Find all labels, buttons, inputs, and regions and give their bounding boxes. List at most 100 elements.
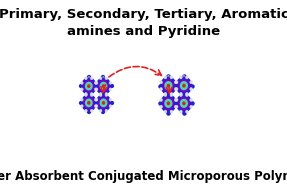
Circle shape [94, 81, 97, 84]
Circle shape [102, 102, 104, 104]
Circle shape [88, 98, 90, 101]
Circle shape [81, 88, 83, 91]
Circle shape [177, 95, 191, 112]
Circle shape [102, 88, 104, 91]
Circle shape [88, 88, 90, 91]
Circle shape [98, 81, 108, 92]
Circle shape [183, 99, 185, 101]
Circle shape [88, 85, 90, 87]
Circle shape [97, 102, 99, 104]
Circle shape [102, 95, 104, 97]
Circle shape [163, 97, 174, 109]
Circle shape [167, 95, 170, 98]
Circle shape [109, 81, 112, 84]
Circle shape [174, 102, 176, 105]
Circle shape [95, 98, 98, 101]
Circle shape [109, 98, 112, 101]
Circle shape [179, 94, 182, 97]
Circle shape [177, 84, 179, 87]
Circle shape [88, 95, 90, 97]
Circle shape [105, 109, 108, 112]
Circle shape [174, 105, 177, 108]
Circle shape [85, 92, 87, 95]
Circle shape [185, 94, 188, 97]
Circle shape [84, 97, 94, 108]
Circle shape [175, 81, 178, 84]
Circle shape [181, 82, 187, 90]
Circle shape [102, 92, 104, 94]
Circle shape [177, 77, 191, 94]
Circle shape [160, 98, 162, 101]
Circle shape [167, 99, 170, 101]
Circle shape [85, 94, 87, 97]
Circle shape [99, 109, 102, 112]
Circle shape [109, 105, 112, 108]
Circle shape [174, 88, 177, 91]
Circle shape [167, 77, 170, 79]
Circle shape [102, 98, 104, 101]
Circle shape [165, 99, 172, 107]
Circle shape [98, 97, 108, 108]
Circle shape [100, 99, 107, 107]
Circle shape [161, 95, 176, 112]
Circle shape [164, 94, 167, 97]
Circle shape [100, 85, 102, 87]
Circle shape [183, 102, 185, 105]
Circle shape [185, 92, 188, 95]
Circle shape [160, 81, 162, 84]
Circle shape [99, 94, 102, 97]
Circle shape [90, 92, 93, 95]
Circle shape [170, 102, 172, 105]
Circle shape [190, 88, 193, 91]
Circle shape [90, 94, 93, 97]
Circle shape [164, 76, 167, 79]
Circle shape [99, 92, 102, 95]
Circle shape [90, 77, 93, 80]
Circle shape [167, 76, 170, 78]
Circle shape [105, 94, 108, 97]
Circle shape [183, 91, 185, 94]
Circle shape [91, 102, 93, 104]
Circle shape [88, 92, 90, 94]
Circle shape [175, 105, 178, 108]
Circle shape [102, 77, 104, 79]
Circle shape [102, 85, 104, 87]
Circle shape [170, 94, 173, 97]
Circle shape [163, 80, 174, 92]
Circle shape [95, 81, 98, 84]
Circle shape [94, 105, 97, 108]
Circle shape [90, 109, 93, 112]
Circle shape [179, 80, 189, 92]
Circle shape [100, 82, 107, 90]
Circle shape [190, 105, 193, 108]
Circle shape [170, 110, 173, 113]
Circle shape [88, 78, 90, 80]
Circle shape [99, 77, 102, 80]
Circle shape [81, 98, 83, 101]
Circle shape [170, 76, 173, 79]
Circle shape [85, 77, 87, 80]
Circle shape [160, 105, 162, 108]
Circle shape [109, 88, 112, 91]
Text: Primary, Secondary, Tertiary, Aromatic: Primary, Secondary, Tertiary, Aromatic [0, 8, 287, 21]
Circle shape [183, 77, 185, 79]
Circle shape [190, 98, 193, 101]
Circle shape [180, 84, 182, 87]
Circle shape [175, 88, 178, 91]
Circle shape [91, 85, 93, 87]
Circle shape [167, 88, 170, 90]
Circle shape [81, 81, 83, 84]
Circle shape [164, 92, 167, 95]
Circle shape [81, 105, 83, 108]
Circle shape [179, 76, 182, 79]
Circle shape [167, 102, 170, 105]
Circle shape [164, 110, 167, 113]
Circle shape [183, 76, 185, 78]
Circle shape [181, 99, 187, 107]
Circle shape [96, 95, 110, 111]
Circle shape [88, 77, 90, 79]
Circle shape [94, 98, 97, 101]
Circle shape [100, 102, 102, 104]
Circle shape [174, 84, 176, 87]
Circle shape [165, 82, 172, 90]
